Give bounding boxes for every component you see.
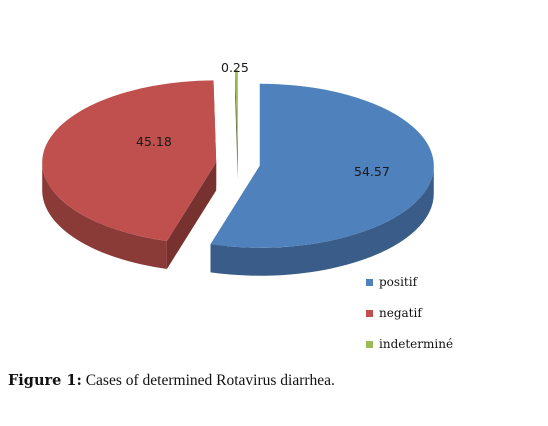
pie-slice-wall-negatif-0: [166, 162, 217, 270]
pie-slice-indetermine: [235, 69, 238, 180]
pie-slice-negatif: [42, 80, 217, 270]
figure-caption-prefix: Figure 1:: [8, 372, 82, 389]
legend-label-negatif: negatif: [379, 306, 422, 320]
data-label-positif: 54.57: [354, 164, 390, 179]
pie-slice-wall-indetermine-0: [235, 69, 238, 180]
pie-slice-rim-positif: [210, 165, 434, 276]
figure-caption: Figure 1: Cases of determined Rotavirus …: [8, 372, 335, 390]
legend-item-negatif: negatif: [366, 305, 453, 321]
figure-caption-text: Cases of determined Rotavirus diarrhea.: [81, 372, 335, 389]
pie-slice-rim-negatif: [42, 162, 167, 270]
legend-swatch-negatif: [366, 309, 373, 317]
legend-item-indetermine: indeterminé: [366, 336, 453, 352]
chart-area: 54.57 45.18 0.25 positif negatif indetermi…: [6, 6, 542, 358]
legend-item-positif: positif: [366, 274, 453, 290]
pie-slice-top-indetermine: [235, 69, 238, 152]
data-label-negatif: 45.18: [136, 134, 172, 149]
data-label-indetermine: 0.25: [221, 60, 249, 75]
pie-slice-positif: [210, 83, 434, 276]
legend-swatch-indetermine: [366, 340, 373, 348]
pie-slice-top-positif: [210, 83, 434, 248]
pie-chart: 54.57 45.18 0.25: [42, 60, 434, 276]
legend-label-indetermine: indeterminé: [379, 337, 454, 351]
legend-label-positif: positif: [379, 275, 418, 289]
legend: positif negatif indeterminé: [366, 274, 453, 367]
legend-swatch-positif: [366, 278, 373, 286]
pie-slice-top-negatif: [42, 80, 217, 242]
